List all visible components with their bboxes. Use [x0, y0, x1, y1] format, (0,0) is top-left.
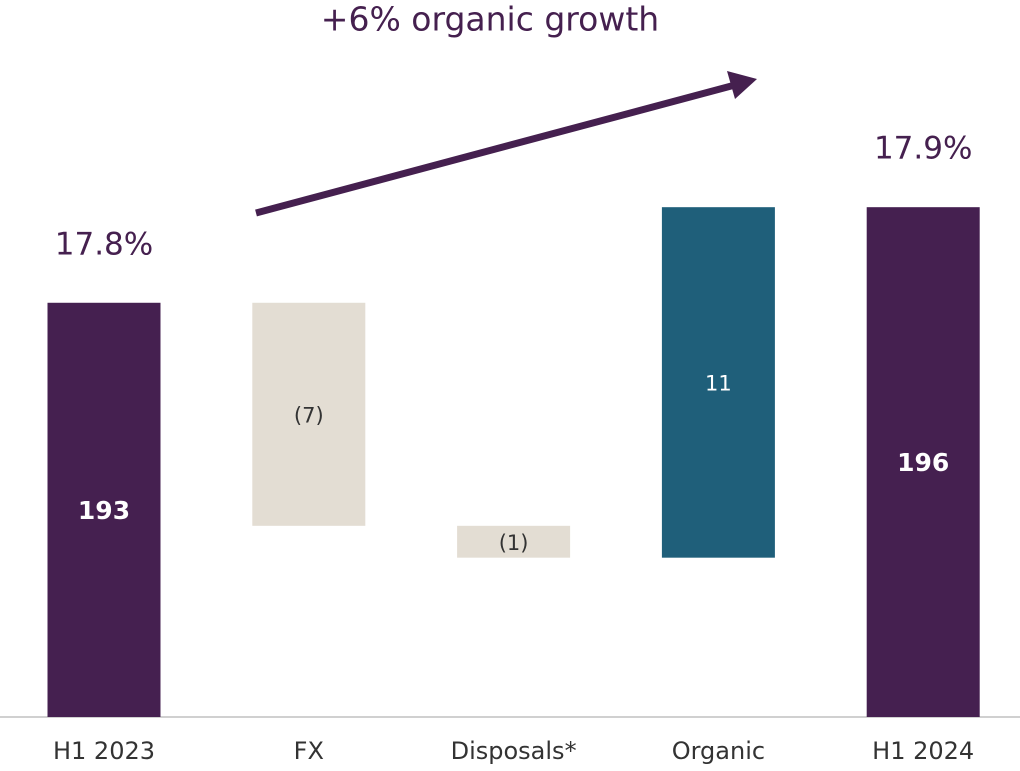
bar-annotation: 17.8%: [55, 226, 153, 262]
bar: [47, 302, 161, 717]
arrow-shaft: [255, 81, 736, 217]
bar: [457, 525, 571, 558]
value-label: 11: [705, 371, 732, 395]
value-label: (7): [294, 403, 324, 427]
chart-title: +6% organic growth: [321, 0, 659, 39]
value-label: 193: [78, 496, 130, 525]
bar: [866, 207, 980, 717]
x-tick-label: Disposals*: [451, 737, 577, 765]
bar: [252, 302, 366, 526]
value-label: (1): [499, 531, 529, 555]
bar-annotation: 17.9%: [874, 131, 972, 167]
x-tick-label: H1 2024: [872, 737, 974, 765]
value-label: 196: [897, 448, 949, 477]
x-tick-label: H1 2023: [53, 737, 155, 765]
x-tick-label: FX: [294, 737, 324, 765]
growth-arrow: [255, 71, 757, 217]
arrow-head: [727, 71, 757, 99]
bar: [661, 207, 775, 558]
x-tick-label: Organic: [672, 737, 765, 765]
